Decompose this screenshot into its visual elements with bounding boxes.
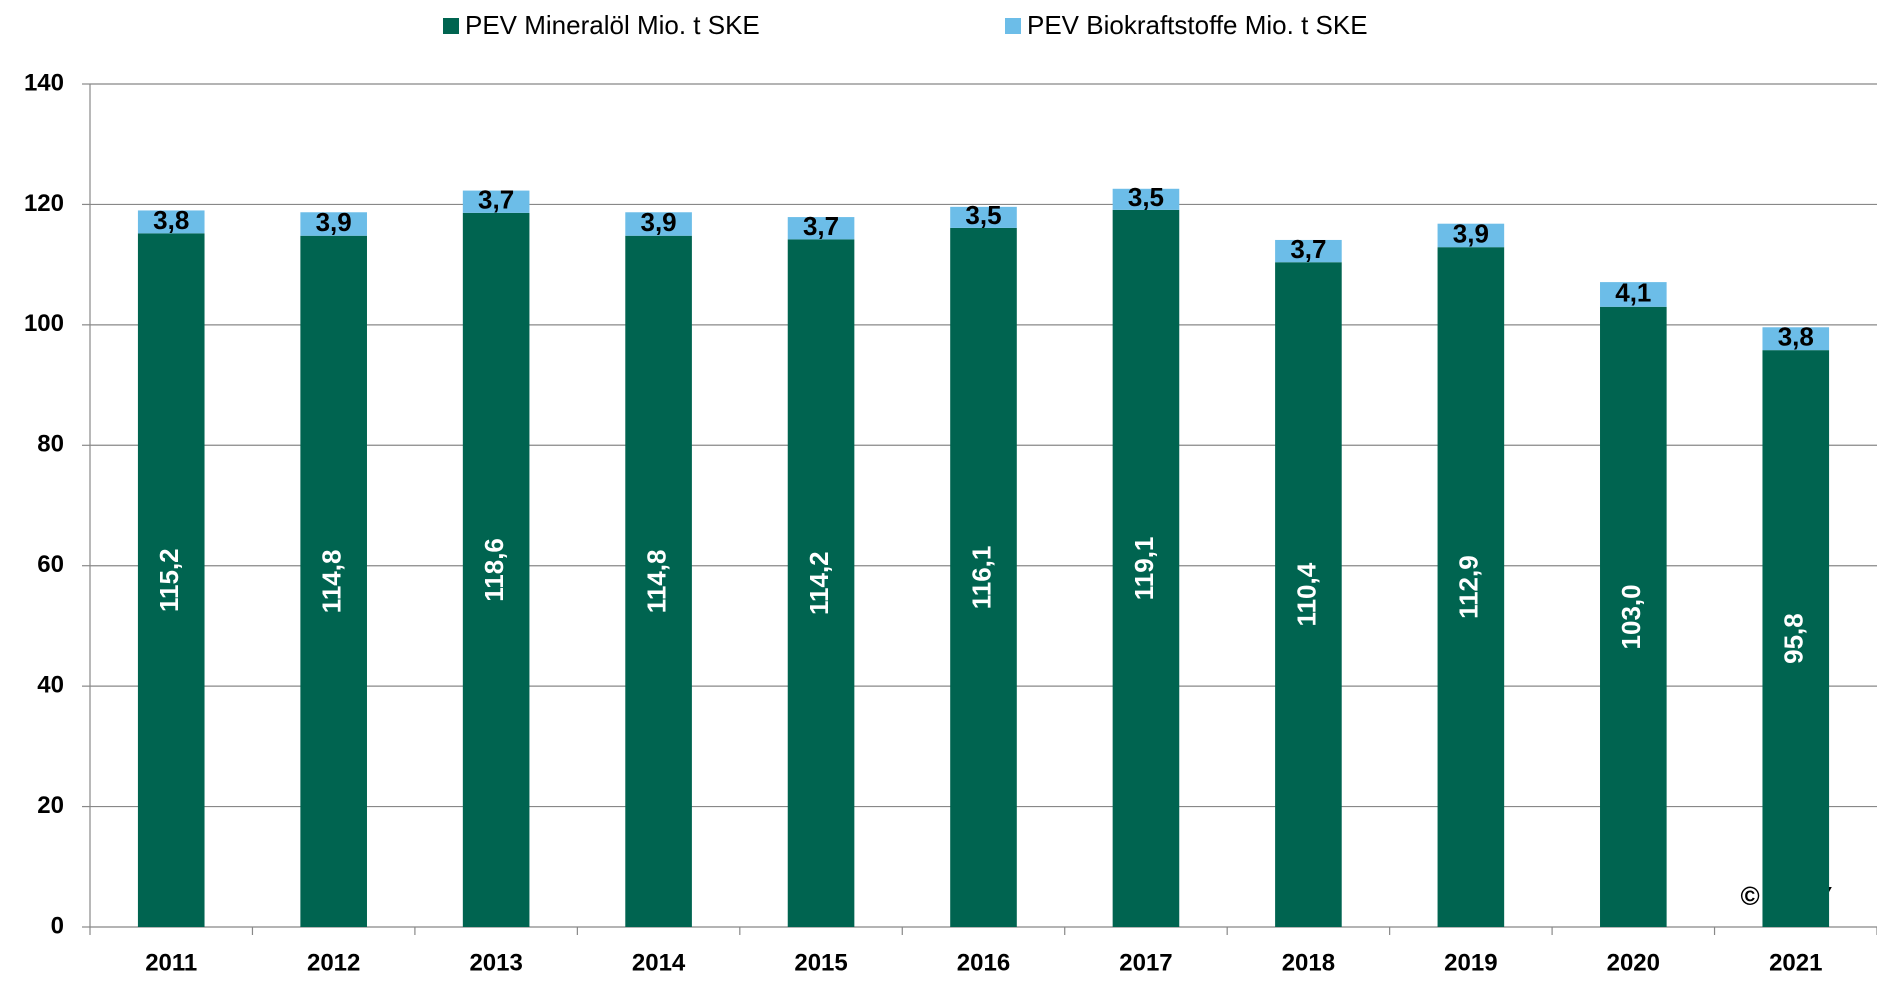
y-tick-label: 60: [37, 551, 64, 578]
y-tick-label: 120: [24, 190, 64, 217]
y-tick-label: 100: [24, 310, 64, 337]
x-tick-label: 2017: [1119, 949, 1172, 976]
legend-swatch: [1005, 18, 1021, 34]
bar-segment: [1600, 306, 1667, 927]
bar-segment: [462, 212, 530, 927]
legend-label: PEV Mineralöl Mio. t SKE: [465, 10, 760, 40]
y-tick-label: 20: [37, 792, 64, 819]
bar-segment: [1762, 350, 1830, 927]
x-tick-label: 2018: [1282, 949, 1335, 976]
x-tick-label: 2015: [794, 949, 847, 976]
bar-segment: [625, 212, 692, 236]
value-label: 4,1: [1615, 277, 1651, 307]
x-tick-label: 2011: [145, 949, 197, 976]
value-label: 3,9: [641, 207, 677, 237]
y-tick-label: 140: [24, 69, 64, 96]
legend-label: PEV Biokraftstoffe Mio. t SKE: [1027, 10, 1368, 40]
bar-segment: [950, 206, 1017, 228]
bar-segment: [1112, 209, 1180, 928]
x-tick-label: 2012: [307, 949, 360, 976]
x-tick-label: 2020: [1607, 949, 1660, 976]
bar-segment: [462, 190, 530, 213]
bar-segment: [1437, 223, 1505, 248]
value-label: 3,7: [1290, 234, 1326, 264]
bar-segment: [950, 227, 1017, 928]
bar-segment: [1275, 262, 1342, 928]
bar-segment: [787, 217, 855, 240]
value-label: 3,8: [153, 205, 189, 235]
y-tick-label: 0: [51, 912, 64, 939]
bar-segment: [1600, 282, 1667, 307]
x-tick-label: 2014: [632, 949, 686, 976]
legend-swatch: [443, 18, 459, 34]
value-label: 114,8: [317, 550, 347, 614]
value-label: 103,0: [1616, 584, 1646, 649]
value-label: 3,5: [1128, 182, 1164, 212]
x-tick-label: 2019: [1444, 949, 1497, 976]
value-label: 116,1: [966, 546, 996, 610]
y-tick-label: 40: [37, 671, 64, 698]
value-label: 114,8: [641, 550, 671, 614]
bar-segment: [137, 210, 205, 234]
value-label: 3,9: [316, 207, 352, 237]
value-label: 3,8: [1778, 322, 1814, 352]
bar-segment: [137, 233, 205, 927]
bar-segment: [625, 235, 692, 928]
bar-segment: [787, 239, 855, 928]
value-label: 3,5: [965, 200, 1001, 230]
bar-segment: [1275, 239, 1342, 263]
value-label: 3,7: [478, 185, 514, 215]
bar-segment: [1762, 327, 1830, 351]
x-tick-label: 2021: [1769, 949, 1822, 976]
y-tick-label: 80: [37, 431, 64, 458]
value-label: 119,1: [1129, 537, 1159, 601]
value-label: 3,9: [1453, 218, 1489, 248]
x-tick-label: 2016: [957, 949, 1010, 976]
value-label: 110,4: [1291, 562, 1321, 626]
bar-segment: [1112, 188, 1180, 210]
x-tick-label: 2013: [469, 949, 522, 976]
bar-segment: [1437, 247, 1505, 927]
value-label: 112,9: [1454, 555, 1484, 619]
value-label: 118,6: [479, 538, 509, 602]
bar-segment: [300, 235, 367, 928]
value-label: 115,2: [154, 548, 184, 612]
value-label: 114,2: [804, 551, 834, 615]
value-label: 95,8: [1779, 613, 1809, 664]
bar-segment: [300, 212, 367, 236]
value-label: 3,7: [803, 211, 839, 241]
